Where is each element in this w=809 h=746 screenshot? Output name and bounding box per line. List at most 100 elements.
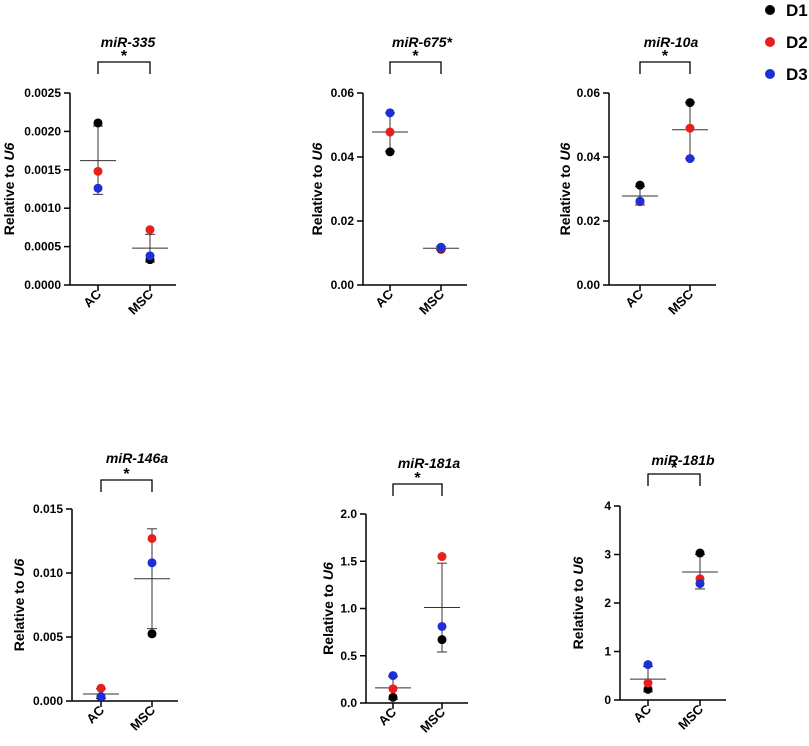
data-point-d3 [147,558,157,568]
data-point-d2 [437,552,447,562]
x-category-label: AC [375,704,399,728]
y-tick-label: 0.00 [331,278,355,292]
y-axis-label: Relative to U6 [557,142,573,235]
data-point-d3 [437,621,447,631]
chart-panel: miR-675** 0.00 0.02 0.04 0.06 AC MSC Relative t… [309,34,467,318]
y-axis-label-gene: U6 [1,142,17,160]
legend-label-d1: D1 [786,1,808,20]
x-category-label: AC [372,286,396,310]
significance-label: * [121,48,128,65]
chart-panel: miR-181b* 0 1 2 3 4 AC MSC Relative to U6 [570,452,726,733]
significance-bracket [100,479,153,492]
chart-panel: miR-10a* 0.00 0.02 0.04 0.06 AC MSC Relative to… [557,34,716,318]
y-tick-label: 0.00 [577,278,601,292]
chart-panel: miR-146a* 0.000 0.005 0.010 0.015 AC MSC Relati… [11,450,178,734]
data-point-d1 [385,147,395,157]
y-axis-label-text: Relative to [320,580,336,655]
y-tick-label: 0.02 [331,214,355,228]
legend-marker-d3 [765,69,775,79]
y-tick-label: 0.005 [33,630,63,644]
y-axis-label: Relative to U6 [11,558,27,651]
y-tick-label: 4 [604,499,611,513]
significance-bracket [639,61,691,74]
data-point-d3 [685,154,695,164]
data-point-d2 [388,684,398,694]
data-point-d3 [385,108,395,118]
significance-bracket [97,61,151,74]
significance-label: * [671,460,678,477]
y-tick-label: 0.5 [340,649,357,663]
y-axis-label-gene: U6 [309,142,325,160]
x-category-label: AC [630,701,654,725]
x-category-label: MSC [675,701,706,732]
data-point-d1 [388,692,398,702]
y-tick-label: 0.0000 [24,278,61,292]
data-point-d3 [93,183,103,193]
x-category-label: AC [80,286,104,310]
y-axis-label-gene: U6 [570,556,586,574]
chart-title: miR-10a [644,34,699,50]
x-category-label: MSC [417,704,448,735]
significance-label: * [412,48,419,65]
y-axis-label-gene: U6 [11,558,27,576]
chart-title: miR-675* [392,34,452,50]
y-tick-label: 0.06 [577,86,601,100]
y-axis-label: Relative to U6 [1,142,17,235]
data-point-d2 [93,166,103,176]
y-tick-label: 0.04 [331,150,355,164]
significance-bracket [392,483,443,496]
data-point-d3 [635,196,645,206]
chart-title: miR-146a [106,450,168,466]
chart-panel: miR-181a* 0.0 0.5 1.0 1.5 2.0 AC MSC Relative to… [320,455,468,736]
data-point-d2 [643,678,653,688]
y-tick-label: 0 [604,693,611,707]
y-tick-label: 1 [604,645,611,659]
y-tick-label: 2.0 [340,507,357,521]
significance-label: * [414,470,421,487]
significance-label: * [662,48,669,65]
x-category-label: MSC [127,702,158,733]
chart-title: miR-181b [651,452,714,468]
y-tick-label: 0.06 [331,86,355,100]
y-tick-label: 2 [604,596,611,610]
y-tick-label: 0.0 [340,696,357,710]
x-category-label: AC [622,286,646,310]
y-tick-label: 0.0005 [24,240,61,254]
chart-title: miR-335 [101,34,156,50]
y-tick-label: 0.02 [577,214,601,228]
data-point-d3 [388,671,398,681]
y-axis-label-gene: U6 [320,562,336,580]
y-axis-label-text: Relative to [570,575,586,650]
legend-label-d2: D2 [786,33,808,52]
x-category-label: MSC [665,286,696,317]
data-point-d2 [385,127,395,137]
y-tick-label: 3 [604,548,611,562]
data-point-d1 [685,98,695,108]
data-point-d2 [145,225,155,235]
significance-bracket [647,473,701,486]
chart-panels: miR-335*0.00000.00050.00100.00150.00200.… [1,34,726,736]
y-tick-label: 0.0020 [24,124,61,138]
y-tick-label: 0.015 [33,502,63,516]
y-tick-label: 0.0025 [24,86,61,100]
data-point-d1 [695,548,705,558]
y-tick-label: 0.0010 [24,201,61,215]
y-tick-label: 1.5 [340,554,357,568]
x-category-label: AC [83,702,107,726]
data-point-d1 [437,635,447,645]
data-point-d2 [685,123,695,133]
data-point-d1 [635,180,645,190]
data-point-d3 [643,660,653,670]
significance-label: * [123,466,130,483]
y-tick-label: 1.0 [340,602,357,616]
y-axis-label: Relative to U6 [570,556,586,649]
significance-bracket [389,61,442,74]
data-point-d3 [695,579,705,589]
x-category-label: MSC [416,286,447,317]
legend-marker-d1 [765,5,775,15]
data-point-d3 [145,251,155,261]
chart-panel: miR-335* 0.0000 0.0005 0.0010 0.0015 0.0020 0.… [1,34,176,318]
data-point-d3 [96,692,106,702]
y-tick-label: 0.04 [577,150,601,164]
y-tick-label: 0.000 [33,694,63,708]
